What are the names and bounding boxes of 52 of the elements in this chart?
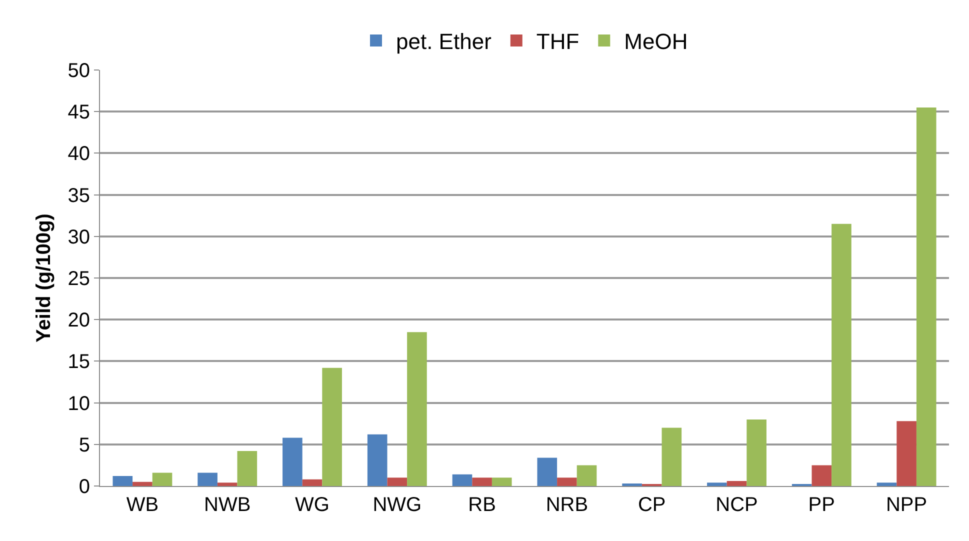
bar (472, 478, 492, 486)
y-tick-label: 50 (68, 60, 90, 82)
bar (407, 332, 427, 486)
bar (492, 478, 512, 486)
y-tick-label: 15 (68, 351, 90, 374)
bar (916, 107, 936, 486)
x-tick-label: NRB (546, 494, 588, 516)
y-tick-label: 40 (68, 143, 90, 166)
y-tick-label: 35 (68, 184, 90, 207)
x-tick-label: CP (638, 494, 666, 516)
y-tick-label: 30 (68, 226, 90, 248)
bar (322, 368, 342, 486)
x-tick-label: WB (126, 494, 159, 516)
bar (302, 479, 322, 486)
bar (576, 465, 597, 486)
bar (662, 428, 682, 486)
legend-label: pet. Ether (396, 29, 492, 54)
bar (217, 482, 238, 486)
bar (707, 482, 727, 486)
y-axis-title: Yeild (g/100g) (33, 214, 55, 342)
y-tick-label: 5 (78, 434, 90, 456)
bar (537, 458, 558, 486)
x-tick-label: NPP (886, 494, 928, 516)
bar (832, 224, 852, 486)
x-tick-label: NWG (372, 494, 422, 516)
bar (282, 438, 302, 486)
bar (152, 472, 172, 486)
bar (132, 482, 152, 486)
y-tick-label: 45 (68, 102, 90, 124)
x-tick-label: PP (808, 494, 835, 516)
x-tick-label: RB (468, 494, 496, 516)
bar (746, 419, 766, 486)
y-tick-label: 25 (68, 268, 90, 290)
bar (237, 451, 258, 486)
bar (876, 482, 897, 486)
bar (896, 421, 916, 486)
x-tick-label: NWB (204, 494, 251, 516)
y-tick-label: 20 (68, 310, 90, 332)
bar (557, 478, 577, 486)
legend-label: THF (536, 29, 580, 54)
bar (367, 434, 388, 486)
y-tick-label: 0 (78, 476, 90, 498)
bar (452, 474, 472, 486)
y-tick-label: 10 (68, 392, 90, 415)
bar (198, 472, 218, 486)
x-tick-label: NCP (716, 494, 758, 516)
bar (726, 481, 747, 486)
bar (812, 465, 832, 486)
x-tick-label: WG (295, 494, 330, 516)
bar (112, 476, 133, 486)
legend-label: MeOH (624, 29, 688, 54)
bar (387, 478, 408, 486)
